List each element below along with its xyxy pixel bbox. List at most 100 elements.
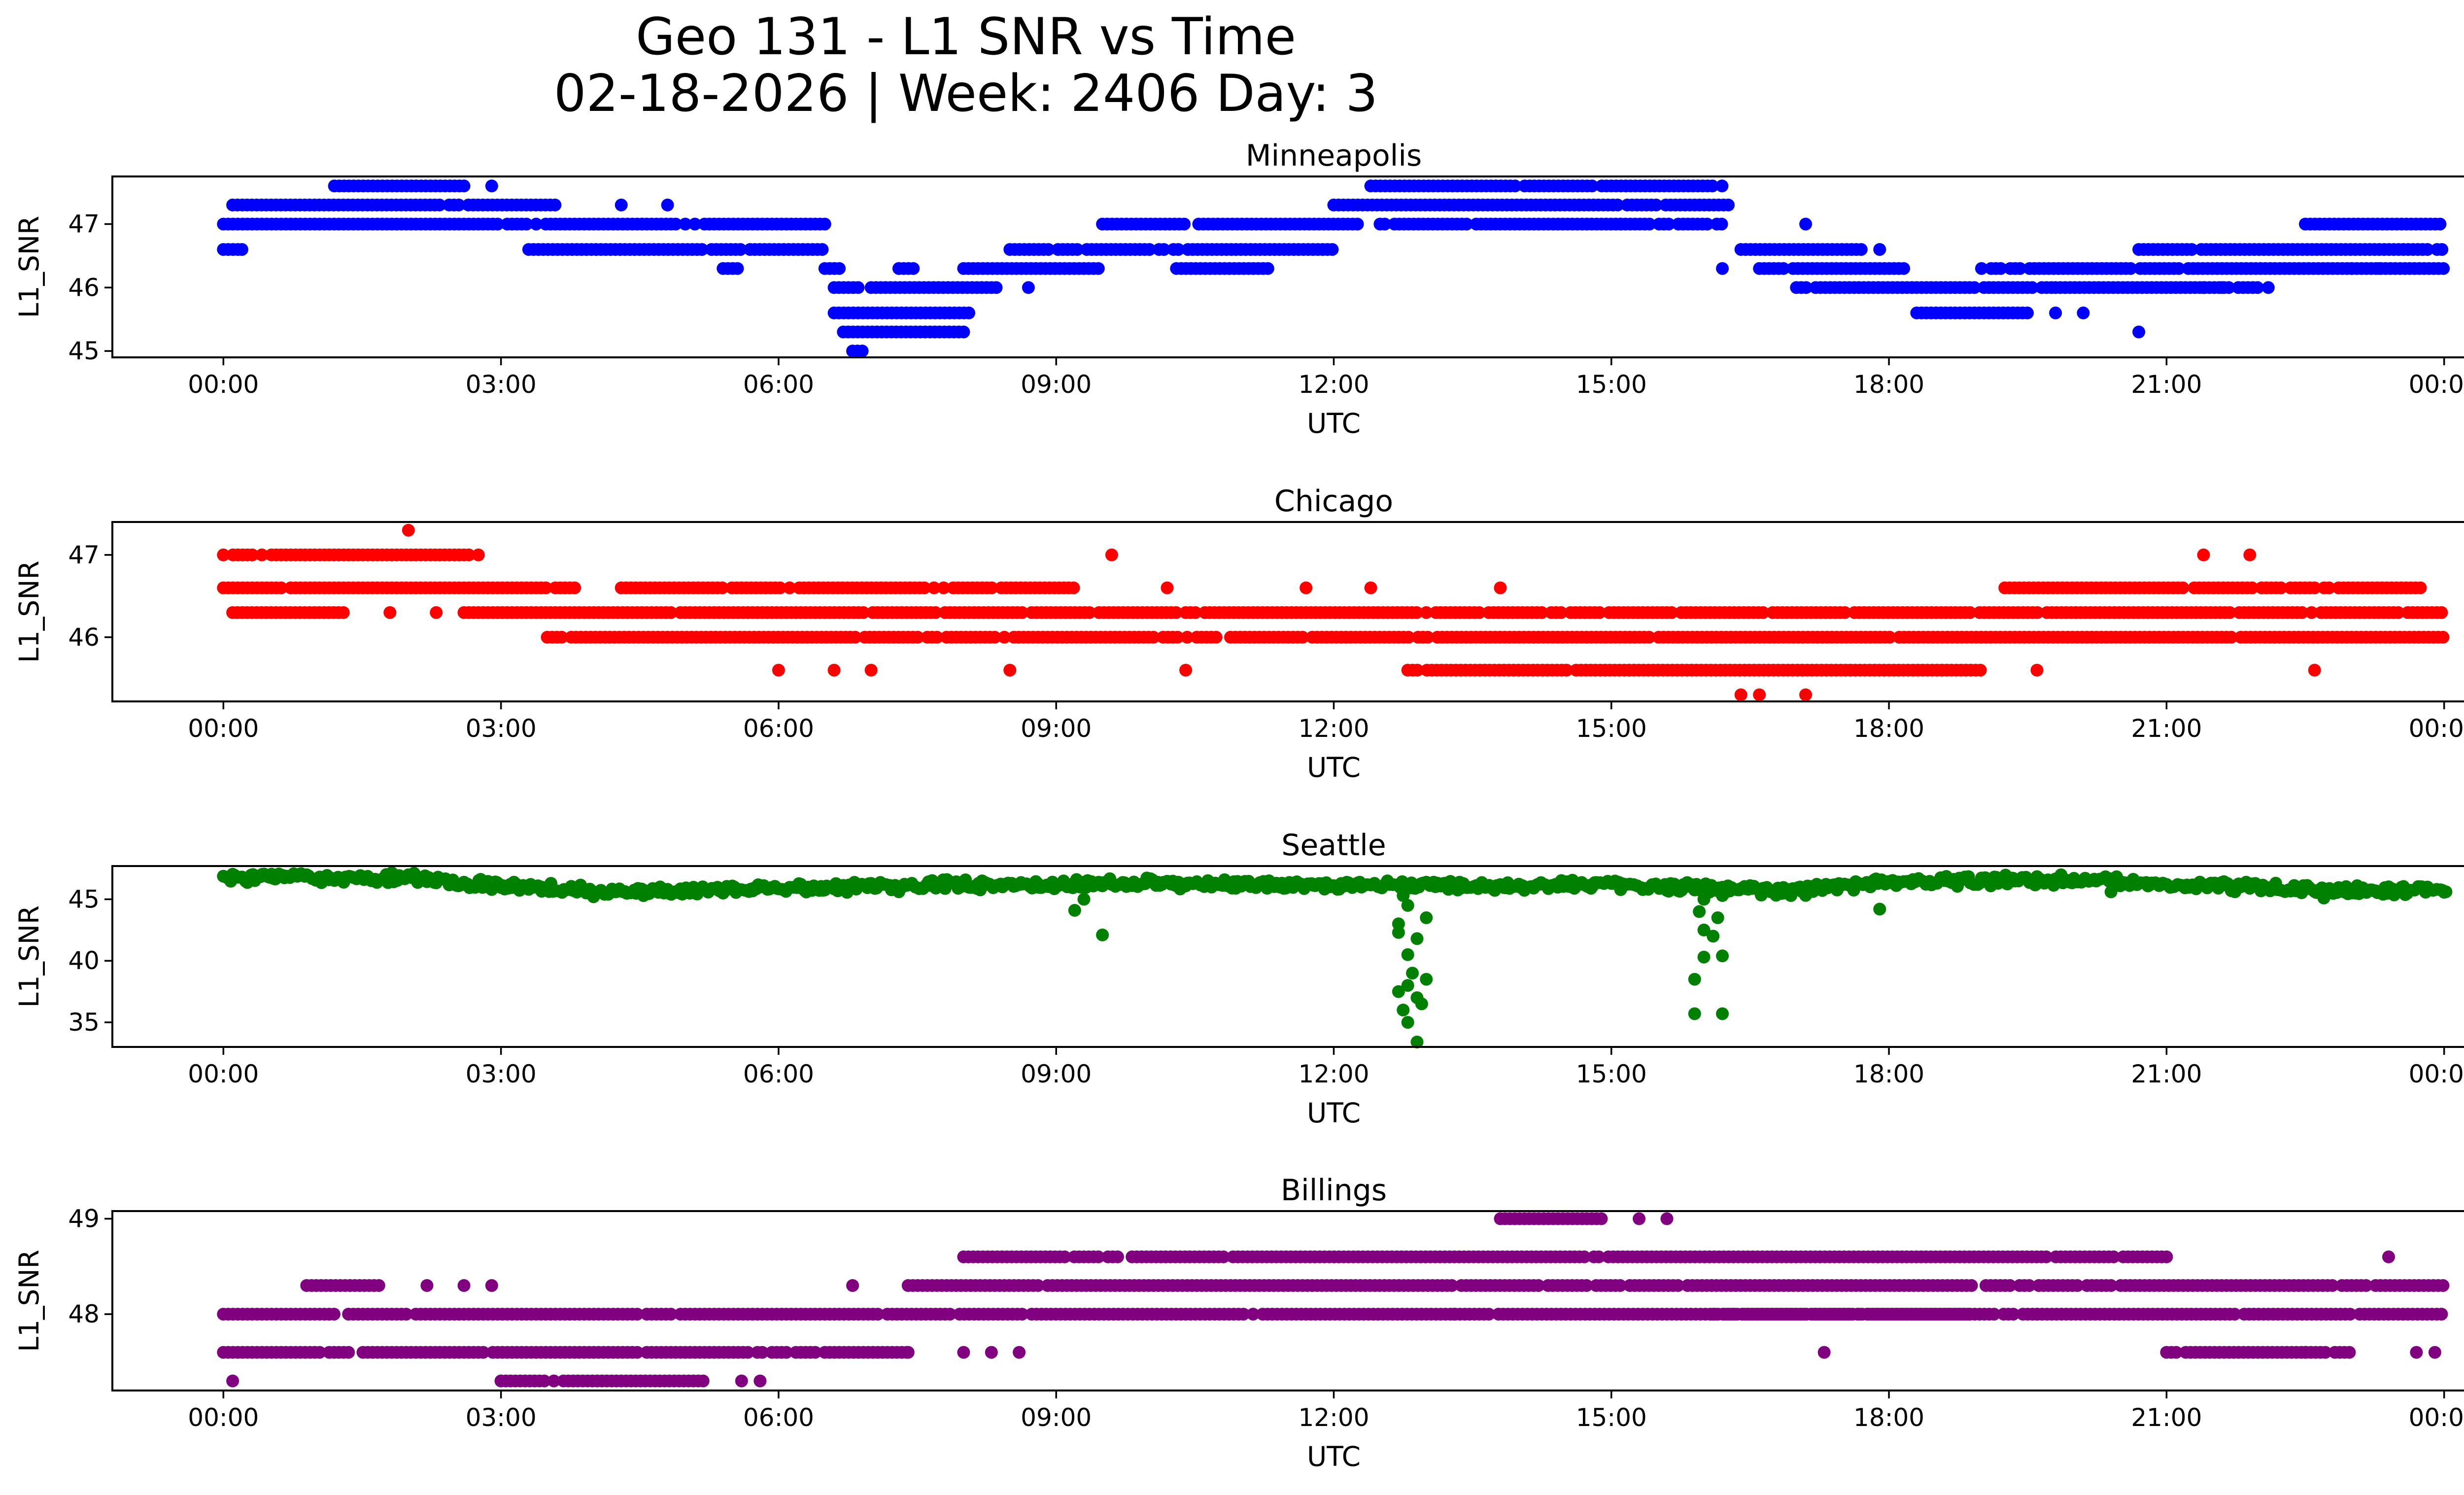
x-axis-label: UTC bbox=[1307, 408, 1361, 439]
data-point bbox=[2049, 306, 2062, 319]
data-point bbox=[1643, 217, 1656, 231]
data-point bbox=[1042, 243, 1055, 256]
y-tick-label: 45 bbox=[68, 885, 100, 913]
x-tick-label: 21:00 bbox=[2131, 714, 2202, 743]
x-tick-label: 00:00 bbox=[2409, 714, 2464, 743]
data-point bbox=[753, 1374, 767, 1388]
x-axis-label: UTC bbox=[1307, 1097, 1361, 1129]
data-point bbox=[688, 217, 702, 231]
data-point bbox=[1147, 630, 1160, 644]
data-point bbox=[2360, 1279, 2373, 1292]
data-point bbox=[1083, 606, 1096, 619]
panel-title: Billings bbox=[1281, 1173, 1387, 1208]
data-point bbox=[1854, 243, 1868, 256]
data-point bbox=[235, 243, 248, 256]
data-point bbox=[2319, 1346, 2332, 1359]
data-point bbox=[2437, 262, 2450, 275]
data-point bbox=[2435, 1308, 2448, 1321]
data-point bbox=[1105, 548, 1118, 561]
data-point bbox=[1897, 262, 1911, 275]
x-tick-label: 12:00 bbox=[1298, 370, 1369, 399]
data-point bbox=[1411, 663, 1424, 677]
data-point bbox=[1494, 581, 1507, 594]
data-point bbox=[1716, 262, 1729, 275]
data-point bbox=[548, 1374, 560, 1388]
data-point bbox=[1172, 243, 1185, 256]
data-point bbox=[818, 217, 831, 231]
data-point bbox=[1554, 606, 1568, 619]
data-point bbox=[1092, 262, 1105, 275]
data-point bbox=[2433, 217, 2447, 231]
panel-title: Seattle bbox=[1281, 828, 1386, 863]
data-point bbox=[1445, 1279, 1459, 1292]
data-point bbox=[1662, 217, 1676, 231]
data-point bbox=[485, 1279, 498, 1292]
data-point bbox=[2308, 581, 2321, 594]
data-point bbox=[2040, 1250, 2053, 1263]
data-point bbox=[530, 217, 543, 231]
x-tick-label: 00:00 bbox=[2409, 1403, 2464, 1432]
data-point bbox=[2295, 606, 2309, 619]
data-point bbox=[1693, 905, 1706, 918]
x-tick-label: 00:00 bbox=[2409, 370, 2464, 399]
data-point bbox=[2373, 262, 2386, 275]
y-axis-label: L1_SNR bbox=[13, 905, 45, 1008]
data-point bbox=[1031, 1279, 1045, 1292]
y-axis-label: L1_SNR bbox=[13, 560, 45, 662]
data-point bbox=[1397, 889, 1410, 902]
data-point bbox=[1178, 217, 1191, 231]
data-point bbox=[433, 198, 446, 211]
data-point bbox=[1595, 1212, 1608, 1225]
x-tick-label: 03:00 bbox=[466, 1403, 537, 1432]
data-point bbox=[2197, 548, 2210, 561]
data-point bbox=[716, 581, 729, 594]
data-point bbox=[631, 1346, 644, 1359]
data-point bbox=[2224, 630, 2238, 644]
data-point bbox=[555, 630, 568, 644]
data-point bbox=[1961, 1308, 1975, 1321]
data-point bbox=[846, 1279, 859, 1292]
data-point bbox=[1179, 663, 1193, 677]
data-point bbox=[2343, 1346, 2356, 1359]
data-point bbox=[462, 548, 476, 561]
data-point bbox=[1508, 179, 1522, 193]
data-point bbox=[1415, 997, 1428, 1010]
data-point bbox=[1716, 889, 1729, 902]
data-point bbox=[485, 179, 498, 193]
data-point bbox=[1706, 179, 1719, 193]
data-point bbox=[1300, 581, 1313, 594]
data-point bbox=[2071, 1279, 2084, 1292]
data-point bbox=[1392, 926, 1405, 939]
x-tick-label: 09:00 bbox=[1021, 714, 1092, 743]
data-point bbox=[809, 1346, 822, 1359]
data-point bbox=[1660, 1212, 1674, 1225]
data-point bbox=[1143, 243, 1156, 256]
x-tick-label: 18:00 bbox=[1853, 1403, 1924, 1432]
data-point bbox=[1799, 688, 1813, 701]
data-point bbox=[1378, 217, 1392, 231]
data-point bbox=[1688, 973, 1701, 986]
data-point bbox=[2345, 262, 2358, 275]
data-point bbox=[871, 1308, 885, 1321]
data-point bbox=[2299, 1346, 2312, 1359]
data-point bbox=[520, 217, 533, 231]
data-point bbox=[1111, 1250, 1124, 1263]
data-point bbox=[1633, 1212, 1646, 1225]
data-point bbox=[2077, 306, 2090, 319]
data-point bbox=[1169, 606, 1183, 619]
data-point bbox=[1697, 893, 1711, 906]
data-point bbox=[1077, 893, 1091, 906]
data-point bbox=[695, 243, 709, 256]
data-point bbox=[990, 281, 1003, 294]
figure-title-line1: Geo 131 - L1 SNR vs Time bbox=[636, 7, 1296, 67]
data-point bbox=[1707, 930, 1720, 943]
data-point bbox=[1401, 899, 1414, 912]
data-point bbox=[2245, 581, 2259, 594]
data-point bbox=[1798, 1308, 1811, 1321]
data-point bbox=[452, 198, 465, 211]
data-point bbox=[1614, 217, 1627, 231]
data-point bbox=[1585, 179, 1599, 193]
data-point bbox=[962, 306, 975, 319]
data-point bbox=[1482, 1308, 1496, 1321]
data-point bbox=[1397, 1004, 1410, 1017]
